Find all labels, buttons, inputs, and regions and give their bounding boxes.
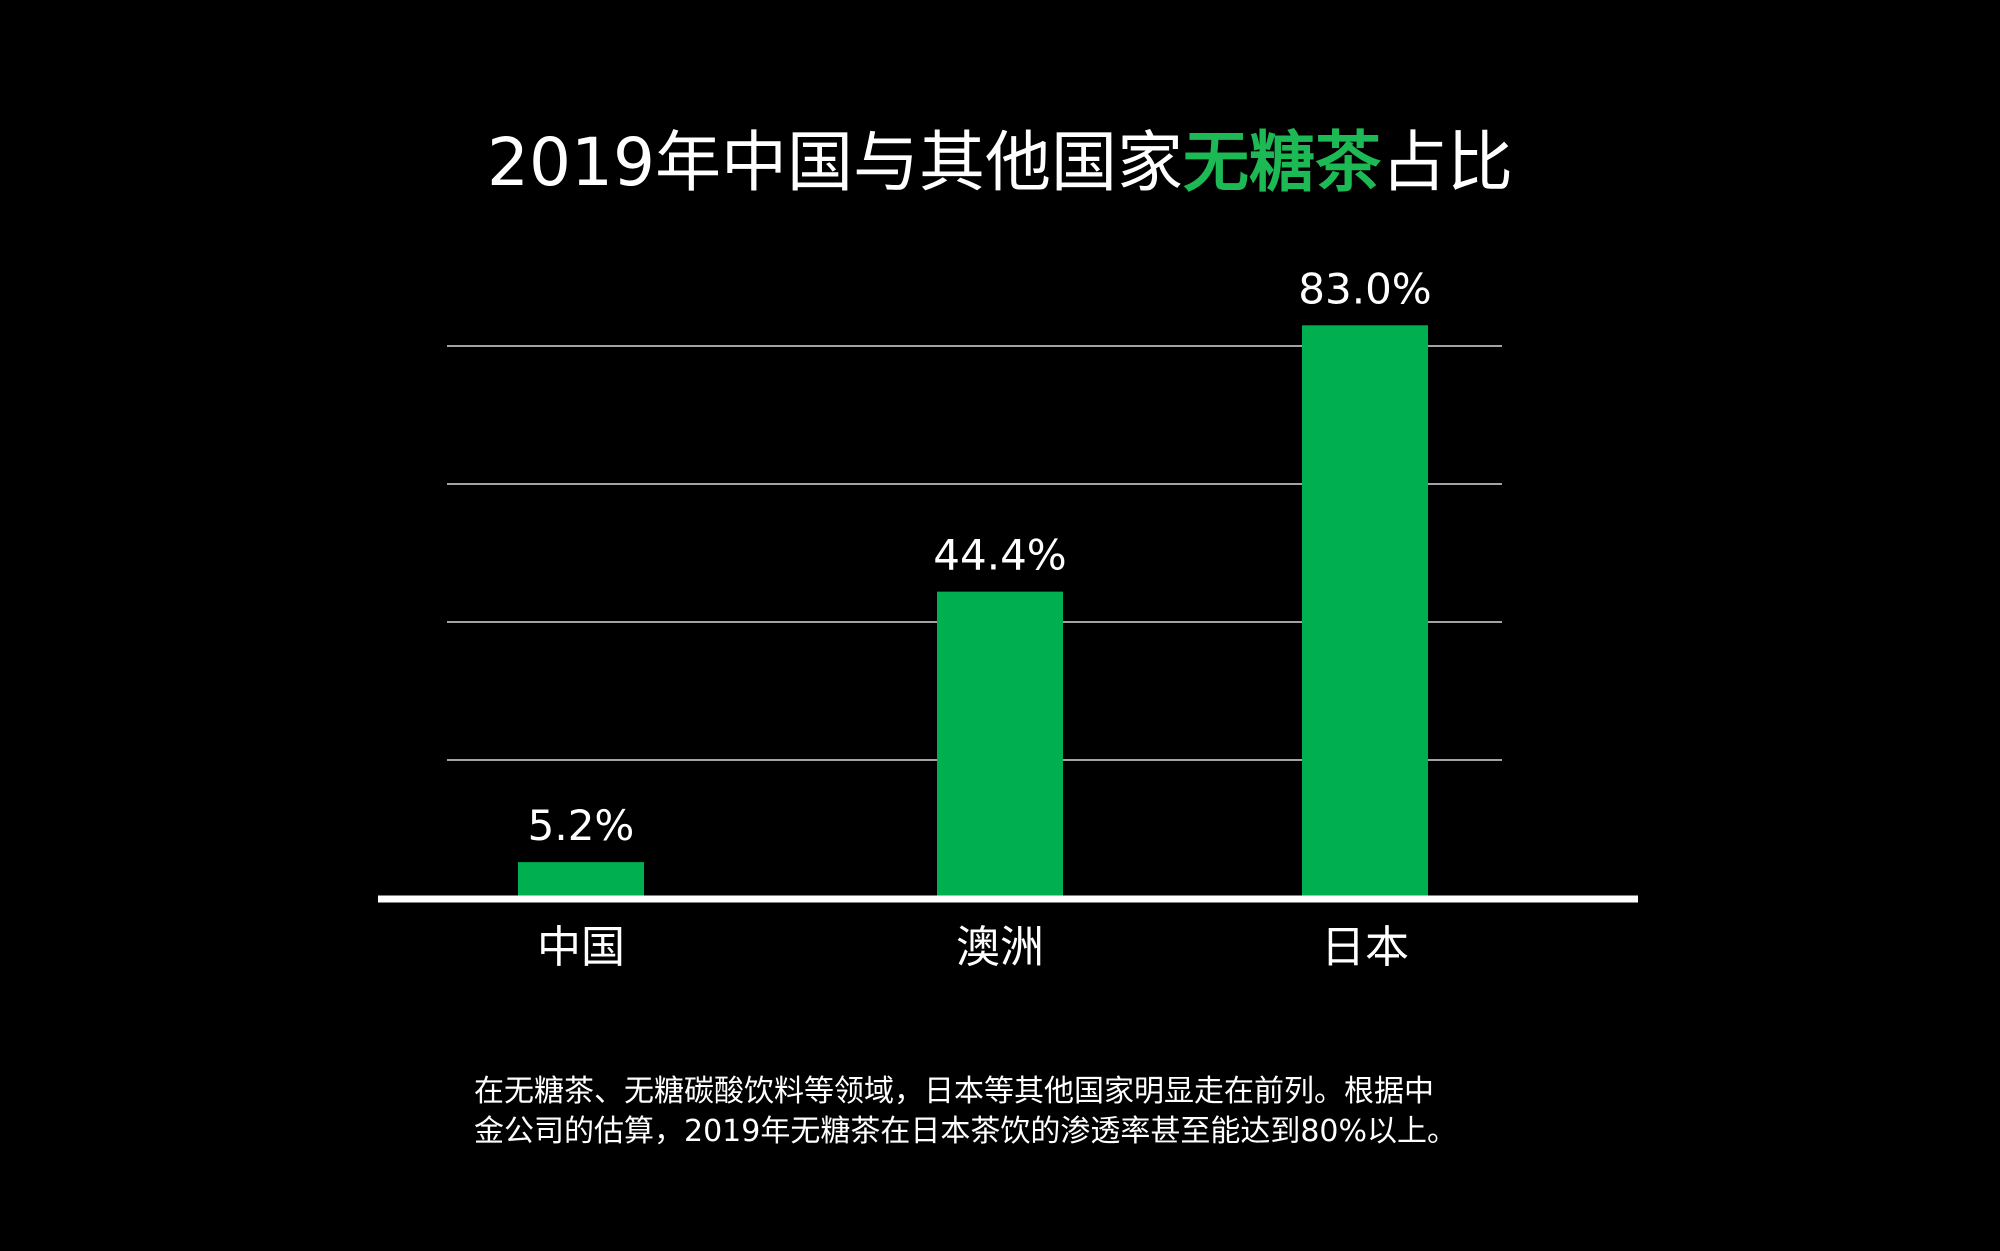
bar-1 — [518, 862, 644, 898]
chart-title: 2019年中国与其他国家无糖茶占比 — [0, 118, 2000, 208]
category-label-2: 澳洲 — [956, 922, 1044, 973]
bar-3 — [1302, 325, 1428, 898]
value-label-1: 5.2% — [528, 801, 635, 850]
chart-title-prefix: 2019年中国与其他国家 — [487, 124, 1183, 201]
chart-title-highlight: 无糖茶 — [1182, 124, 1381, 201]
category-label-3: 日本 — [1321, 922, 1409, 973]
bar-2 — [937, 591, 1063, 898]
footnote-line-2: 金公司的估算，2019年无糖茶在日本茶饮的渗透率甚至能达到80%以上。 — [474, 1114, 1458, 1149]
category-label-1: 中国 — [537, 922, 625, 973]
value-label-3: 83.0% — [1298, 264, 1431, 313]
footnote: 在无糖茶、无糖碳酸饮料等领域，日本等其他国家明显走在前列。根据中 金公司的估算，… — [474, 1072, 1574, 1152]
value-label-2: 44.4% — [933, 531, 1066, 580]
chart-title-suffix: 占比 — [1380, 124, 1513, 201]
footnote-line-1: 在无糖茶、无糖碳酸饮料等领域，日本等其他国家明显走在前列。根据中 — [474, 1074, 1434, 1109]
